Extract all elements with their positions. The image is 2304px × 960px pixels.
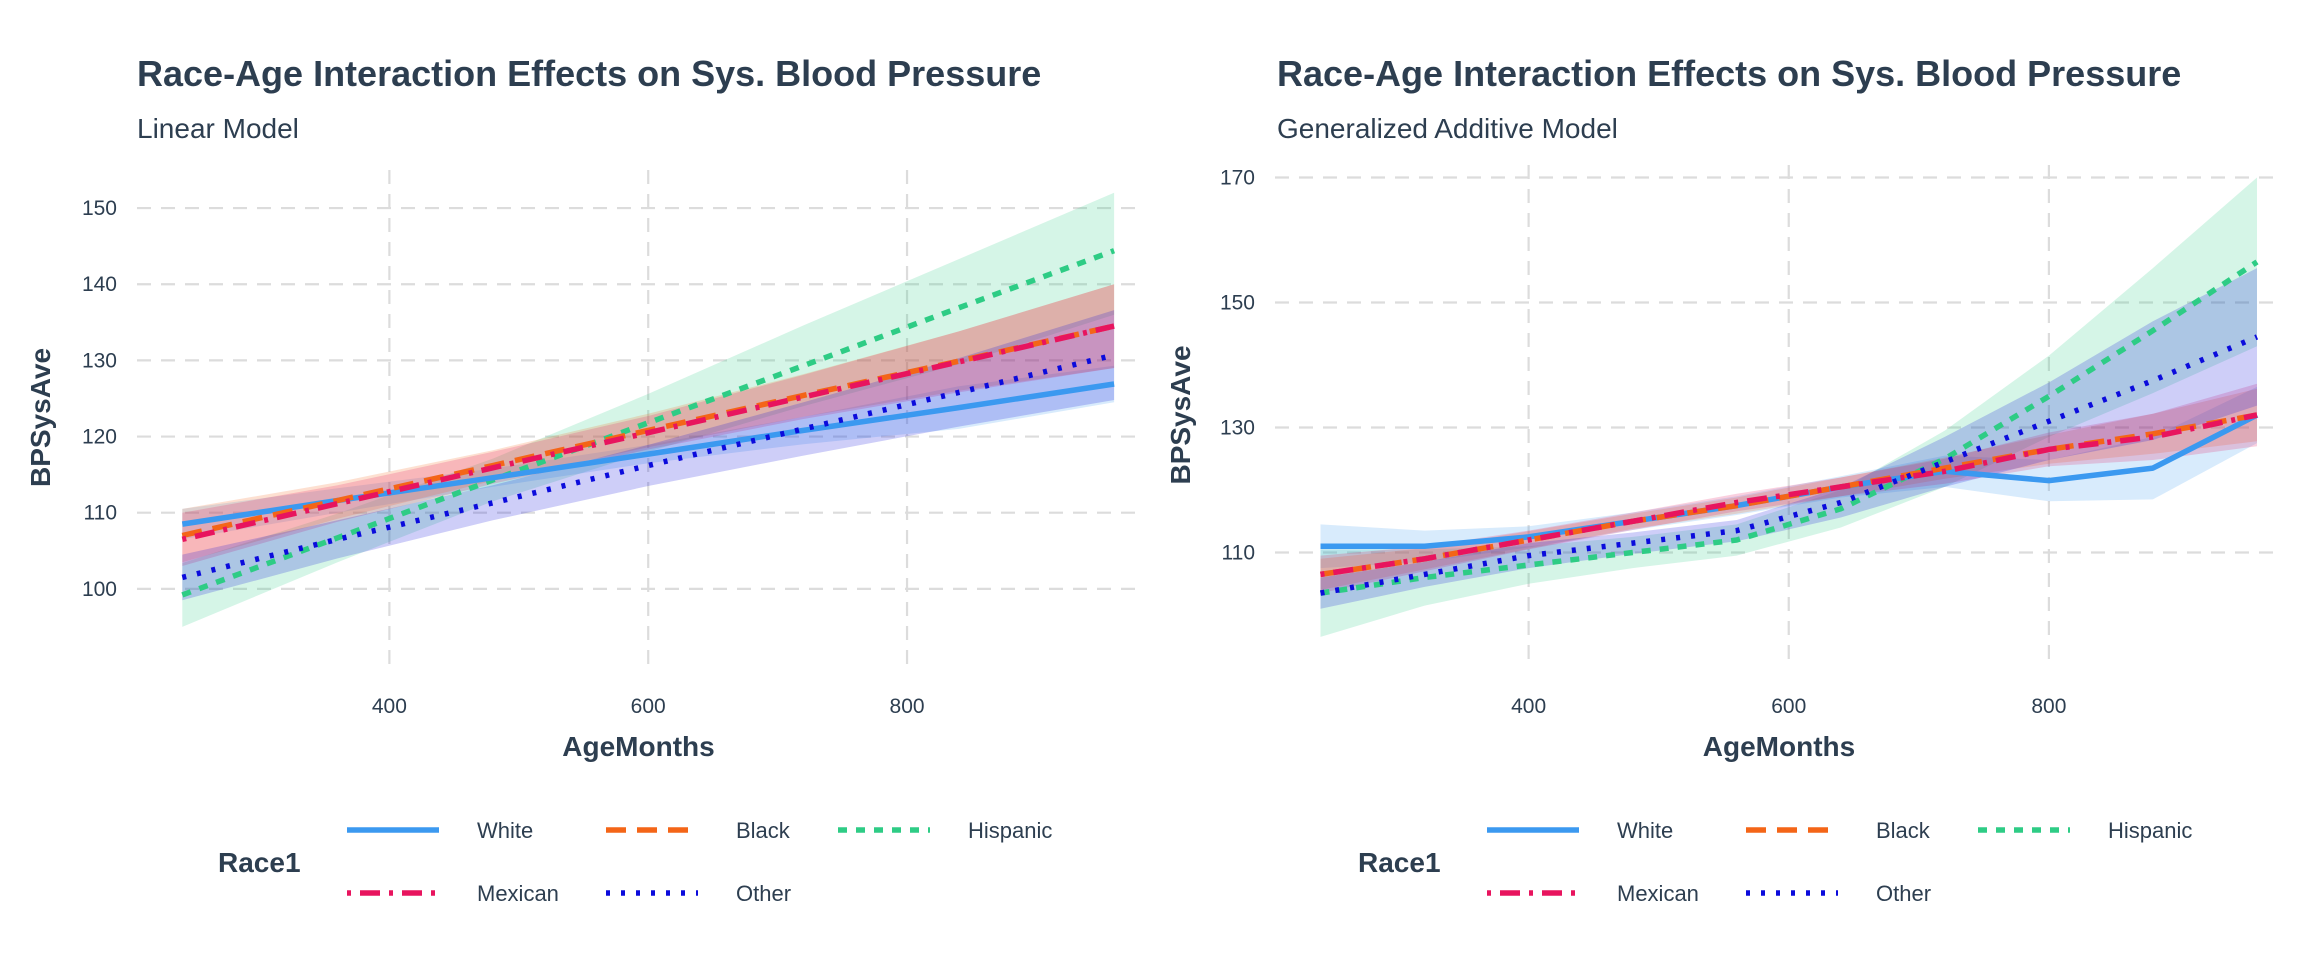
legend: Race1 White Black Hispanic Mexican Other: [218, 818, 1052, 906]
x-tick-label: 400: [1511, 695, 1546, 718]
ci-band-black: [1320, 388, 2257, 590]
panel-gam-model: Race-Age Interaction Effects on Sys. Blo…: [1165, 53, 2283, 906]
legend-label-black: Black: [736, 818, 791, 843]
legend-title: Race1: [1358, 847, 1441, 878]
series-line-hispanic: [1320, 259, 2259, 596]
series-line-other: [181, 352, 1115, 581]
series-line-mexican: [181, 323, 1115, 542]
ci-band-mexican: [1320, 383, 2257, 594]
y-tick-label: 120: [82, 426, 117, 449]
y-tick-label: 150: [1220, 292, 1255, 315]
y-tick-label: 140: [82, 273, 117, 296]
ci-band-hispanic: [1320, 177, 2257, 637]
legend-title: Race1: [218, 847, 301, 878]
panel-linear-model: Race-Age Interaction Effects on Sys. Blo…: [25, 53, 1140, 906]
legend-label-other: Other: [736, 881, 791, 906]
legend-label-mexican: Mexican: [1617, 881, 1699, 906]
x-axis-title: AgeMonths: [562, 731, 714, 762]
y-tick-label: 130: [82, 349, 117, 372]
y-tick-label: 110: [84, 502, 117, 525]
x-tick-label: 600: [631, 695, 666, 718]
x-axis-title: AgeMonths: [1703, 731, 1855, 762]
series-line-hispanic: [181, 248, 1116, 598]
ci-band-other: [1320, 268, 2257, 609]
chart-title: Race-Age Interaction Effects on Sys. Blo…: [137, 53, 1041, 94]
legend-label-hispanic: Hispanic: [2108, 818, 2192, 843]
ci-band-black: [182, 284, 1115, 563]
x-tick-label: 800: [890, 695, 925, 718]
legend-label-mexican: Mexican: [477, 881, 559, 906]
legend-label-white: White: [1617, 818, 1673, 843]
x-tick-label: 600: [1771, 695, 1806, 718]
series-line-mexican: [1320, 412, 2258, 578]
y-tick-label: 100: [82, 578, 117, 601]
legend-label-black: Black: [1876, 818, 1931, 843]
legend-label-white: White: [477, 818, 533, 843]
legend-label-hispanic: Hispanic: [968, 818, 1052, 843]
legend-label-other: Other: [1876, 881, 1931, 906]
chart-title: Race-Age Interaction Effects on Sys. Blo…: [1277, 53, 2181, 94]
chart-subtitle: Generalized Additive Model: [1277, 113, 1618, 144]
y-tick-label: 150: [82, 197, 117, 220]
chart-subtitle: Linear Model: [137, 113, 299, 144]
legend: Race1 White Black Hispanic Mexican Other: [1358, 818, 2192, 906]
y-tick-label: 110: [1222, 542, 1255, 565]
x-tick-label: 800: [2031, 695, 2066, 718]
y-axis-title: BPSysAve: [1165, 345, 1196, 484]
y-axis-title: BPSysAve: [25, 348, 56, 487]
ci-band-mexican: [182, 284, 1115, 566]
x-tick-label: 400: [372, 695, 407, 718]
y-tick-label: 170: [1220, 167, 1255, 190]
y-tick-label: 130: [1220, 417, 1255, 440]
